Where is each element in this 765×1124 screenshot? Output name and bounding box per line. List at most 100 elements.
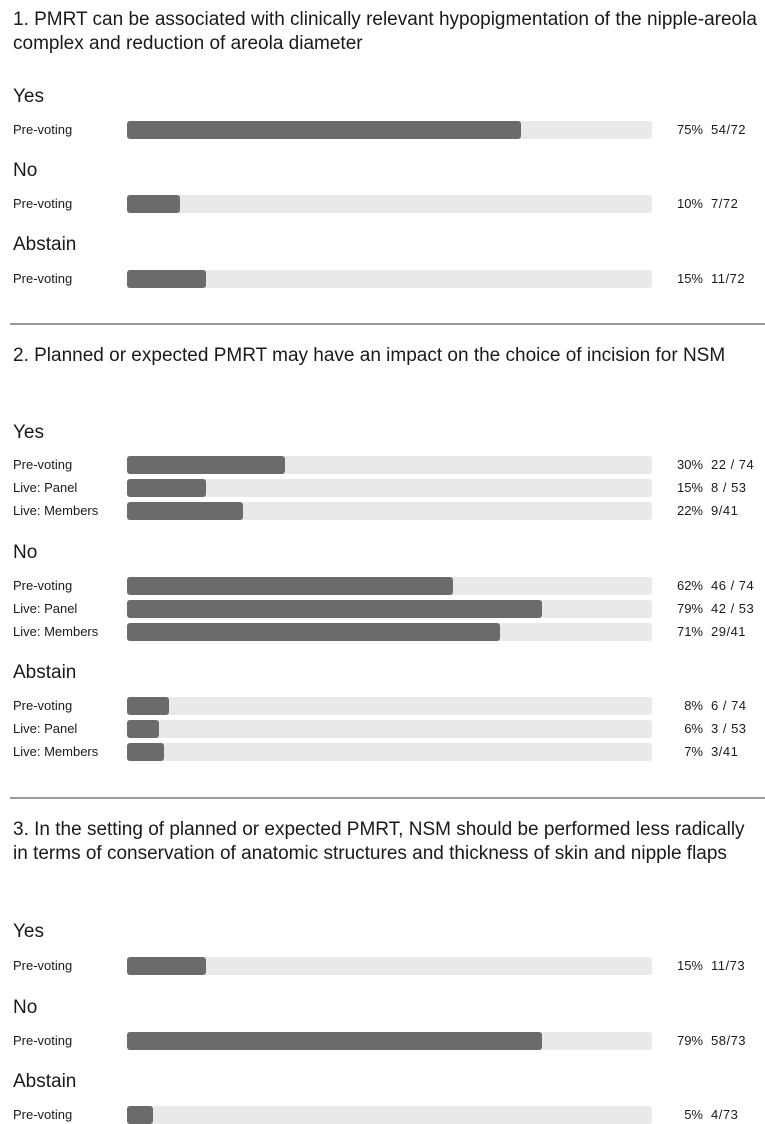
option-yes-label: Yes xyxy=(13,921,44,942)
bar-fill xyxy=(127,195,180,213)
bar-row: Pre-voting 8% 6 / 74 xyxy=(0,697,765,715)
bar-label: Pre-voting xyxy=(13,958,73,973)
bar-fill xyxy=(127,697,169,715)
bar-percent: 22% xyxy=(676,503,703,518)
bar-percent: 79% xyxy=(676,601,703,616)
bar-track xyxy=(127,270,652,288)
bar-percent: 15% xyxy=(676,958,703,973)
bar-percent: 8% xyxy=(684,698,703,713)
bar-label: Pre-voting xyxy=(13,1033,73,1048)
question-2-title: 2. Planned or expected PMRT may have an … xyxy=(13,345,726,366)
bar-label: Pre-voting xyxy=(13,122,73,137)
bar-track xyxy=(127,479,652,497)
bar-fill xyxy=(127,456,285,474)
bar-row: Pre-voting 30% 22 / 74 xyxy=(0,456,765,474)
bar-track xyxy=(127,623,652,641)
bar-row: Pre-voting 5% 4/73 xyxy=(0,1106,765,1124)
option-abstain-label: Abstain xyxy=(13,234,77,255)
bar-percent: 5% xyxy=(684,1107,703,1122)
bar-label: Live: Members xyxy=(13,744,99,759)
bar-row: Pre-voting 75% 54/72 xyxy=(0,121,765,139)
bar-fill xyxy=(127,270,206,288)
bar-fill xyxy=(127,743,164,761)
option-abstain-label: Abstain xyxy=(13,1071,77,1092)
bar-count: 11/73 xyxy=(711,958,746,973)
bar-percent: 75% xyxy=(676,122,703,137)
bar-percent: 15% xyxy=(676,480,703,495)
option-no-label: No xyxy=(13,160,38,181)
bar-row: Live: Members 71% 29/41 xyxy=(0,623,765,641)
bar-percent: 15% xyxy=(676,271,703,286)
bar-count: 3/41 xyxy=(711,744,739,759)
bar-label: Live: Members xyxy=(13,624,99,639)
bar-track xyxy=(127,720,652,738)
bar-count: 58/73 xyxy=(711,1033,747,1048)
bar-fill xyxy=(127,479,206,497)
bar-percent: 10% xyxy=(676,196,703,211)
bar-percent: 71% xyxy=(676,624,703,639)
bar-row: Live: Members 22% 9/41 xyxy=(0,502,765,520)
bar-count: 29/41 xyxy=(711,624,747,639)
option-yes-label: Yes xyxy=(13,422,44,443)
bar-count: 8 / 53 xyxy=(711,480,747,495)
section-divider xyxy=(10,323,765,325)
question-1-title: 1. PMRT can be associated with clinicall… xyxy=(13,9,757,54)
bar-label: Pre-voting xyxy=(13,196,73,211)
bar-percent: 79% xyxy=(676,1033,703,1048)
bar-label: Live: Panel xyxy=(13,721,78,736)
bar-row: Live: Members 7% 3/41 xyxy=(0,743,765,761)
bar-count: 54/72 xyxy=(711,122,747,137)
bar-row: Pre-voting 10% 7/72 xyxy=(0,195,765,213)
bar-track xyxy=(127,957,652,975)
bar-count: 6 / 74 xyxy=(711,698,747,713)
bar-fill xyxy=(127,502,243,520)
bar-count: 3 / 53 xyxy=(711,721,747,736)
bar-row: Pre-voting 15% 11/72 xyxy=(0,270,765,288)
bar-count: 46 / 74 xyxy=(711,578,755,593)
bar-label: Pre-voting xyxy=(13,1107,73,1122)
bar-label: Pre-voting xyxy=(13,578,73,593)
bar-percent: 7% xyxy=(684,744,703,759)
bar-count: 7/72 xyxy=(711,196,739,211)
bar-count: 42 / 53 xyxy=(711,601,755,616)
bar-track xyxy=(127,195,652,213)
bar-percent: 6% xyxy=(684,721,703,736)
bar-label: Live: Panel xyxy=(13,601,78,616)
bar-track xyxy=(127,577,652,595)
option-yes-label: Yes xyxy=(13,86,44,107)
bar-label: Pre-voting xyxy=(13,271,73,286)
bar-fill xyxy=(127,600,542,618)
question-3-title: 3. In the setting of planned or expected… xyxy=(13,819,745,864)
bar-count: 11/72 xyxy=(711,271,746,286)
bar-fill xyxy=(127,1106,154,1124)
bar-label: Live: Members xyxy=(13,503,99,518)
bar-row: Pre-voting 79% 58/73 xyxy=(0,1032,765,1050)
bar-fill xyxy=(127,1032,542,1050)
bar-row: Pre-voting 62% 46 / 74 xyxy=(0,577,765,595)
bar-label: Pre-voting xyxy=(13,457,73,472)
bar-row: Live: Panel 15% 8 / 53 xyxy=(0,479,765,497)
bar-fill xyxy=(127,720,159,738)
bar-label: Live: Panel xyxy=(13,480,78,495)
bar-track xyxy=(127,1032,652,1050)
bar-label: Pre-voting xyxy=(13,698,73,713)
section-divider xyxy=(10,797,765,799)
bar-fill xyxy=(127,577,453,595)
bar-row: Pre-voting 15% 11/73 xyxy=(0,957,765,975)
bar-count: 22 / 74 xyxy=(711,457,755,472)
bar-track xyxy=(127,600,652,618)
option-no-label: No xyxy=(13,542,38,563)
bar-count: 4/73 xyxy=(711,1107,739,1122)
bar-percent: 62% xyxy=(676,578,703,593)
bar-track xyxy=(127,502,652,520)
bar-track xyxy=(127,456,652,474)
bar-count: 9/41 xyxy=(711,503,739,518)
bar-row: Live: Panel 6% 3 / 53 xyxy=(0,720,765,738)
bar-row: Live: Panel 79% 42 / 53 xyxy=(0,600,765,618)
option-abstain-label: Abstain xyxy=(13,662,77,683)
bar-track xyxy=(127,697,652,715)
bar-track xyxy=(127,1106,652,1124)
bar-fill xyxy=(127,623,500,641)
bar-percent: 30% xyxy=(676,457,703,472)
bar-fill xyxy=(127,957,206,975)
